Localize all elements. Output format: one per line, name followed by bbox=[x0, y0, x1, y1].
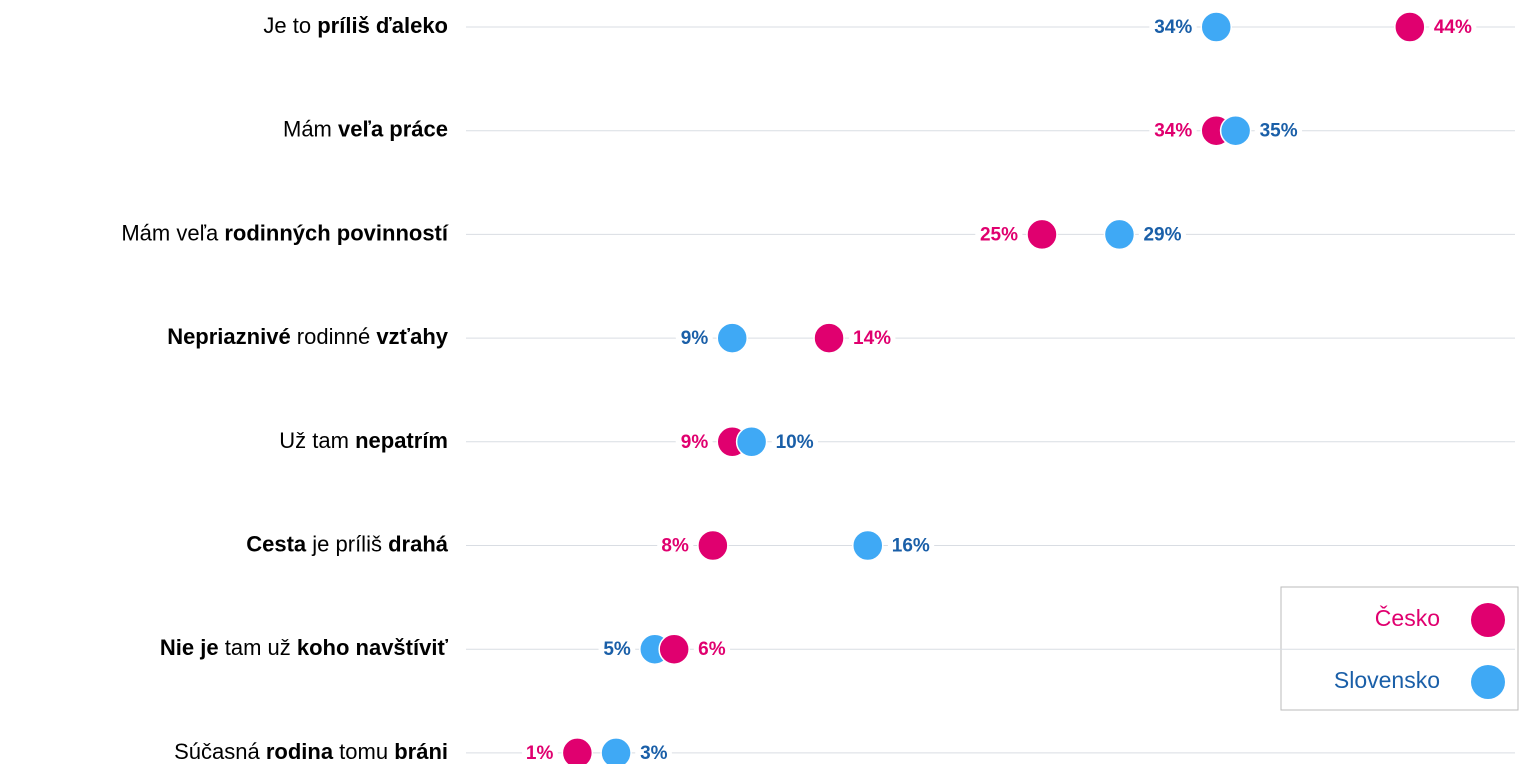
category-label: Mám veľa rodinných povinností bbox=[121, 220, 449, 245]
dot bbox=[852, 529, 884, 562]
value-label: 10% bbox=[776, 432, 814, 453]
category-label: Už tam nepatrím bbox=[279, 428, 448, 453]
label-part: tam už bbox=[219, 635, 297, 660]
label-part: bráni bbox=[394, 739, 448, 764]
dot bbox=[1200, 11, 1232, 43]
dot bbox=[600, 737, 632, 764]
value-label: 5% bbox=[603, 639, 631, 660]
label-part: rodinných povinností bbox=[224, 220, 449, 245]
dot bbox=[1219, 114, 1252, 147]
value-label: 3% bbox=[640, 743, 668, 764]
dot bbox=[813, 322, 845, 354]
label-part: Nepriaznivé bbox=[167, 324, 291, 349]
value-label: 9% bbox=[681, 432, 709, 453]
label-part: je príliš bbox=[306, 531, 388, 556]
category-label: Mám veľa práce bbox=[283, 117, 448, 142]
value-label: 6% bbox=[698, 639, 726, 660]
label-part: veľa práce bbox=[338, 117, 448, 142]
value-label: 25% bbox=[980, 224, 1018, 245]
label-part: vzťahy bbox=[376, 324, 448, 349]
label-part: Nie je bbox=[160, 635, 219, 660]
dot bbox=[1394, 11, 1426, 43]
label-part: Už tam bbox=[279, 428, 355, 453]
label-part: drahá bbox=[388, 531, 449, 556]
dot bbox=[1026, 218, 1058, 251]
dot bbox=[658, 633, 690, 665]
category-label: Je to príliš ďaleko bbox=[263, 13, 448, 38]
value-label: 14% bbox=[853, 328, 891, 349]
legend-label: Česko bbox=[1375, 604, 1440, 631]
dot bbox=[697, 529, 729, 562]
legend-label: Slovensko bbox=[1334, 667, 1440, 693]
legend-marker bbox=[1471, 603, 1505, 637]
dot bbox=[561, 737, 594, 764]
value-label: 44% bbox=[1434, 17, 1472, 38]
dot bbox=[1103, 218, 1136, 251]
value-label: 16% bbox=[892, 536, 930, 557]
value-label: 34% bbox=[1154, 17, 1192, 38]
category-label: Nepriaznivé rodinné vzťahy bbox=[167, 324, 449, 349]
value-label: 35% bbox=[1260, 121, 1298, 142]
category-label: Súčasná rodina tomu bráni bbox=[174, 739, 448, 764]
dot bbox=[735, 426, 768, 458]
category-label: Nie je tam už koho navštíviť bbox=[160, 635, 449, 660]
value-label: 9% bbox=[681, 328, 709, 349]
value-label: 29% bbox=[1143, 224, 1181, 245]
label-part: príliš ďaleko bbox=[317, 13, 448, 38]
label-part: Súčasná bbox=[174, 739, 266, 764]
dot bbox=[716, 322, 748, 354]
label-part: Mám veľa bbox=[121, 220, 224, 245]
label-part: Mám bbox=[283, 117, 338, 142]
category-label: Cesta je príliš drahá bbox=[246, 531, 449, 556]
label-part: nepatrím bbox=[355, 428, 448, 453]
value-label: 1% bbox=[526, 743, 554, 764]
label-part: rodina bbox=[266, 739, 334, 764]
label-part: rodinné bbox=[291, 324, 377, 349]
value-label: 8% bbox=[661, 536, 689, 557]
label-part: Cesta bbox=[246, 531, 307, 556]
legend-marker bbox=[1471, 665, 1505, 699]
value-label: 34% bbox=[1154, 121, 1192, 142]
label-part: koho navštíviť bbox=[297, 635, 449, 660]
label-part: Je to bbox=[263, 13, 317, 38]
label-part: tomu bbox=[333, 739, 394, 764]
